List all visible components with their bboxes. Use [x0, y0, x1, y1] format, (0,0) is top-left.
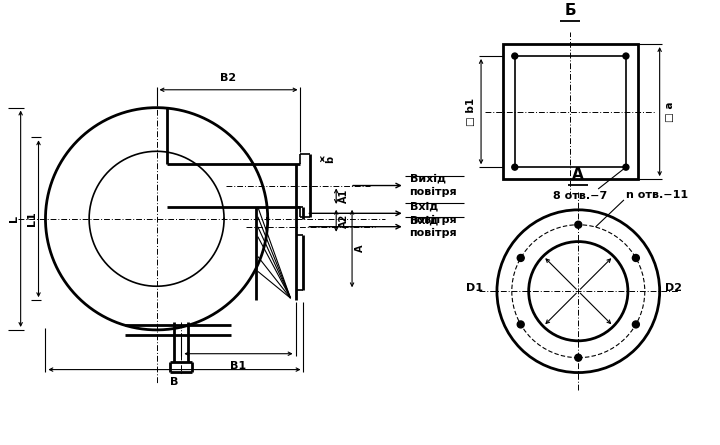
Circle shape	[575, 221, 582, 228]
Text: D1: D1	[466, 283, 483, 293]
Text: A: A	[355, 245, 365, 252]
Circle shape	[632, 321, 639, 328]
Text: L: L	[9, 215, 19, 222]
Text: А: А	[572, 167, 584, 182]
Text: □ a: □ a	[665, 101, 675, 122]
Text: B: B	[170, 376, 179, 387]
Text: Вхід
повітря: Вхід повітря	[410, 215, 457, 239]
Text: A1: A1	[339, 189, 349, 203]
Circle shape	[512, 53, 518, 59]
Circle shape	[623, 53, 629, 59]
Text: □ b1: □ b1	[466, 97, 476, 125]
Text: b: b	[325, 156, 336, 163]
Circle shape	[575, 354, 582, 361]
Circle shape	[623, 164, 629, 170]
Text: A2: A2	[339, 214, 349, 228]
Text: Вхід
повітря: Вхід повітря	[410, 202, 457, 225]
Text: n отв.−11: n отв.−11	[626, 190, 688, 200]
Circle shape	[512, 164, 518, 170]
Text: L1: L1	[27, 211, 37, 226]
Text: Б: Б	[564, 3, 576, 18]
Circle shape	[517, 255, 524, 261]
Bar	[515, 56, 626, 167]
Text: D2: D2	[665, 283, 682, 293]
Bar	[503, 44, 638, 179]
Text: B1: B1	[230, 360, 246, 371]
Text: Вихід
повітря: Вихід повітря	[410, 174, 457, 197]
Text: B2: B2	[220, 73, 237, 83]
Circle shape	[517, 321, 524, 328]
Circle shape	[632, 255, 639, 261]
Text: 8 отв.−7: 8 отв.−7	[553, 191, 608, 201]
